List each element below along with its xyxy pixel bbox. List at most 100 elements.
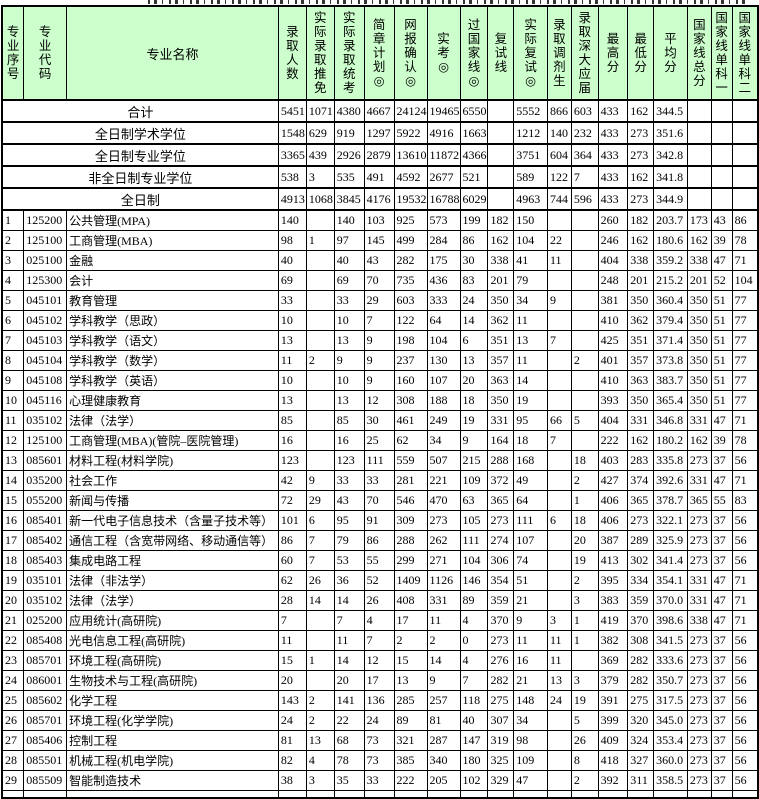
cell: 282 <box>627 670 655 691</box>
cell: 406 <box>597 510 629 531</box>
cell: 9 <box>513 610 548 631</box>
code-cell: 085406 <box>23 730 68 751</box>
cell: 331 <box>686 410 712 431</box>
col-header-label: 平均分 <box>664 32 677 74</box>
cell: 1548 <box>277 121 307 145</box>
cell: 4 <box>305 750 335 771</box>
major-name-cell: 金融 <box>66 250 279 271</box>
major-name-cell: 通信工程（含宽带网络、移动通信等） <box>66 530 279 551</box>
cell <box>686 99 712 123</box>
cell: 33 <box>363 470 395 491</box>
cell: 222 <box>393 770 428 791</box>
cell: 86 <box>277 530 307 551</box>
cell: 201 <box>487 270 515 291</box>
cell: 136 <box>363 690 395 711</box>
cell: 162 <box>686 230 712 251</box>
cell: 109 <box>459 470 489 491</box>
cell: 350 <box>487 390 515 411</box>
cell: 56 <box>731 750 759 771</box>
cell: 24 <box>363 710 395 731</box>
cell: 215 <box>459 450 489 471</box>
cell <box>547 450 572 471</box>
cell: 2879 <box>363 143 395 167</box>
major-name-cell: 环境工程(高研院) <box>66 650 279 671</box>
cell: 143 <box>277 690 307 711</box>
cell: 201 <box>627 270 655 291</box>
cell: 413 <box>597 550 629 571</box>
seq-cell: 9 <box>1 370 25 391</box>
cell: 64 <box>426 310 461 331</box>
cell: 43 <box>710 209 733 231</box>
cell: 7 <box>547 330 572 351</box>
cell: 51 <box>710 350 733 371</box>
cell: 331 <box>686 590 712 611</box>
code-cell: 045101 <box>23 290 68 311</box>
cell: 4963 <box>513 187 548 211</box>
seq-cell: 24 <box>1 670 25 691</box>
cell: 7 <box>547 430 572 451</box>
cell: 360.4 <box>653 290 688 311</box>
cell: 89 <box>393 710 428 731</box>
cell: 324 <box>627 730 655 751</box>
cell: 11 <box>333 630 365 651</box>
cell: 37 <box>710 510 733 531</box>
cell: 17 <box>393 610 428 631</box>
cell <box>363 790 395 799</box>
table-row: 24 086001 生物技术与工程(高研院) 20 20 17 13 9 7 282 21 13 3 37… <box>1 670 759 691</box>
cell: 350 <box>686 390 712 411</box>
cell: 288 <box>487 450 515 471</box>
cell: 123 <box>333 450 365 471</box>
cell: 215.2 <box>653 270 688 291</box>
cell <box>547 550 572 571</box>
table-row: 17 085402 通信工程（含宽带网络、移动通信等） 86 7 79 86 288 262 11… <box>1 530 759 551</box>
cell: 104 <box>731 270 759 291</box>
cell: 28 <box>277 590 307 611</box>
cell: 103 <box>363 209 395 231</box>
cell <box>305 670 335 691</box>
cell: 10 <box>333 310 365 331</box>
major-name-cell: 社会工作 <box>66 470 279 491</box>
cell: 77 <box>731 390 759 411</box>
cell: 85 <box>333 410 365 431</box>
col-header: 实际复试◎ <box>513 5 548 101</box>
code-cell: 085402 <box>23 530 68 551</box>
cell: 273 <box>686 670 712 691</box>
code-cell: 035101 <box>23 570 68 591</box>
cell: 282 <box>393 250 428 271</box>
cell <box>710 99 733 123</box>
cell: 7 <box>277 610 307 631</box>
major-name-cell: 学科教学（思政） <box>66 310 279 331</box>
cell: 299 <box>393 550 428 571</box>
cell: 26 <box>363 590 395 611</box>
cell: 13 <box>513 330 548 351</box>
table-row: 16 085401 新一代电子信息技术（含量子技术等） 101 6 95 91 309 273 1… <box>1 510 759 531</box>
cell: 19 <box>570 550 599 571</box>
cell: 359 <box>627 590 655 611</box>
cell: 86 <box>731 209 759 231</box>
cell <box>547 370 572 391</box>
cell <box>547 710 572 731</box>
code-cell: 085401 <box>23 510 68 531</box>
cell: 331 <box>426 590 461 611</box>
cell: 325 <box>487 750 515 771</box>
cell: 12 <box>363 650 395 671</box>
cell: 146 <box>459 570 489 591</box>
cell: 237 <box>393 350 428 371</box>
seq-cell: 6 <box>1 310 25 331</box>
table-row: 10 045116 心理健康教育 13 13 12 308 188 18 350 19 393 350 3… <box>1 390 759 411</box>
cell: 338 <box>686 610 712 631</box>
cell: 73 <box>363 730 395 751</box>
cell: 78 <box>731 430 759 451</box>
major-name-cell: 机械工程(机电学院) <box>66 750 279 771</box>
summary-label: 全日制学术学位 <box>1 121 279 145</box>
cell: 273 <box>686 450 712 471</box>
cell <box>393 790 428 799</box>
cell: 1068 <box>305 187 335 211</box>
cell: 340 <box>426 750 461 771</box>
major-name-cell: 心理健康教育 <box>66 390 279 411</box>
cell <box>547 270 572 291</box>
cell: 123 <box>277 450 307 471</box>
cell: 79 <box>513 270 548 291</box>
cell: 8 <box>570 750 599 771</box>
cell: 24 <box>459 290 489 311</box>
